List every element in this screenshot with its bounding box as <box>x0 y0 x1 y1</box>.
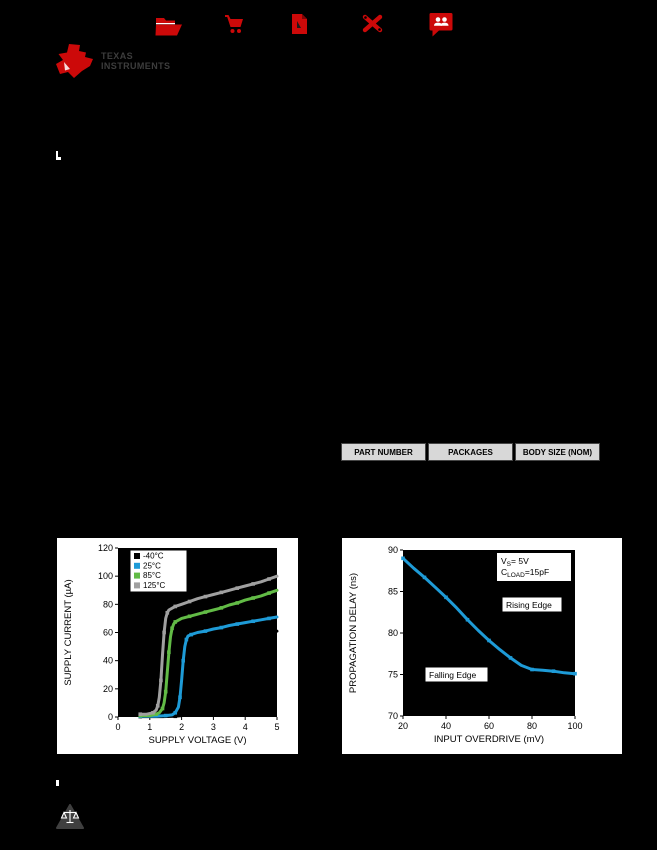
svg-text:80: 80 <box>103 599 113 609</box>
svg-text:4: 4 <box>243 722 248 732</box>
svg-text:0: 0 <box>115 722 120 732</box>
svg-text:80: 80 <box>527 721 537 731</box>
device-information-table-header: PART NUMBER PACKAGES BODY SIZE (NOM) <box>341 443 600 461</box>
svg-text:-40°C: -40°C <box>143 552 164 561</box>
svg-text:70: 70 <box>388 711 398 721</box>
svg-text:Falling Edge: Falling Edge <box>429 670 477 680</box>
ti-logo-mark-icon <box>55 43 95 84</box>
svg-text:60: 60 <box>484 721 494 731</box>
svg-text:PROPAGATION DELAY (ns): PROPAGATION DELAY (ns) <box>348 573 359 693</box>
svg-text:VS= 5V: VS= 5V <box>501 556 529 568</box>
svg-text:Rising Edge: Rising Edge <box>506 600 552 610</box>
table-header-packages: PACKAGES <box>428 443 513 461</box>
artifact-mark <box>56 151 58 160</box>
technical-documents-icon[interactable] <box>290 13 309 40</box>
svg-text:120: 120 <box>98 543 113 553</box>
order-now-cart-icon[interactable] <box>224 13 244 40</box>
svg-text:40: 40 <box>103 656 113 666</box>
svg-text:125°C: 125°C <box>143 581 166 590</box>
propagation-delay-vs-input-overdrive-chart: 20 40 60 80 100 70 75 80 85 90 INPUT OVERDRIVE (mV… <box>342 538 622 754</box>
svg-text:100: 100 <box>567 721 582 731</box>
support-community-icon[interactable] <box>429 12 453 42</box>
svg-text:20: 20 <box>103 684 113 694</box>
svg-text:3: 3 <box>211 722 216 732</box>
table-header-body-size: BODY SIZE (NOM) <box>515 443 600 461</box>
svg-text:CLOAD=15pF: CLOAD=15pF <box>501 567 549 579</box>
svg-text:2: 2 <box>179 722 184 732</box>
svg-text:40: 40 <box>441 721 451 731</box>
artifact-mark <box>56 780 59 786</box>
tools-software-icon[interactable] <box>362 13 383 39</box>
svg-text:20: 20 <box>398 721 408 731</box>
svg-text:85: 85 <box>388 587 398 597</box>
legal-scales-icon <box>56 804 84 835</box>
svg-text:1: 1 <box>147 722 152 732</box>
ti-logo-line2: INSTRUMENTS <box>101 61 171 71</box>
svg-text:INPUT OVERDRIVE (mV): INPUT OVERDRIVE (mV) <box>434 734 544 745</box>
svg-text:0: 0 <box>108 712 113 722</box>
svg-text:5: 5 <box>274 722 279 732</box>
ti-logo[interactable]: TEXAS INSTRUMENTS <box>55 43 170 84</box>
table-header-part-number: PART NUMBER <box>341 443 426 461</box>
svg-text:100: 100 <box>98 571 113 581</box>
ti-logo-text: TEXAS INSTRUMENTS <box>101 51 170 71</box>
svg-text:75: 75 <box>388 670 398 680</box>
artifact-mark <box>58 157 61 160</box>
svg-text:SUPPLY VOLTAGE (V): SUPPLY VOLTAGE (V) <box>148 735 246 746</box>
ti-logo-line1: TEXAS <box>101 51 134 61</box>
svg-text:SUPPLY CURRENT (µA): SUPPLY CURRENT (µA) <box>63 579 74 685</box>
svg-text:85°C: 85°C <box>143 571 161 580</box>
product-folder-icon[interactable] <box>155 14 183 41</box>
svg-text:25°C: 25°C <box>143 561 161 570</box>
supply-current-vs-supply-voltage-chart: 0 1 2 3 4 5 0 20 40 60 80 100 120 SUPPLY VOLTAGE (V) S… <box>57 538 298 754</box>
svg-text:90: 90 <box>388 545 398 555</box>
svg-text:80: 80 <box>388 628 398 638</box>
svg-text:60: 60 <box>103 628 113 638</box>
